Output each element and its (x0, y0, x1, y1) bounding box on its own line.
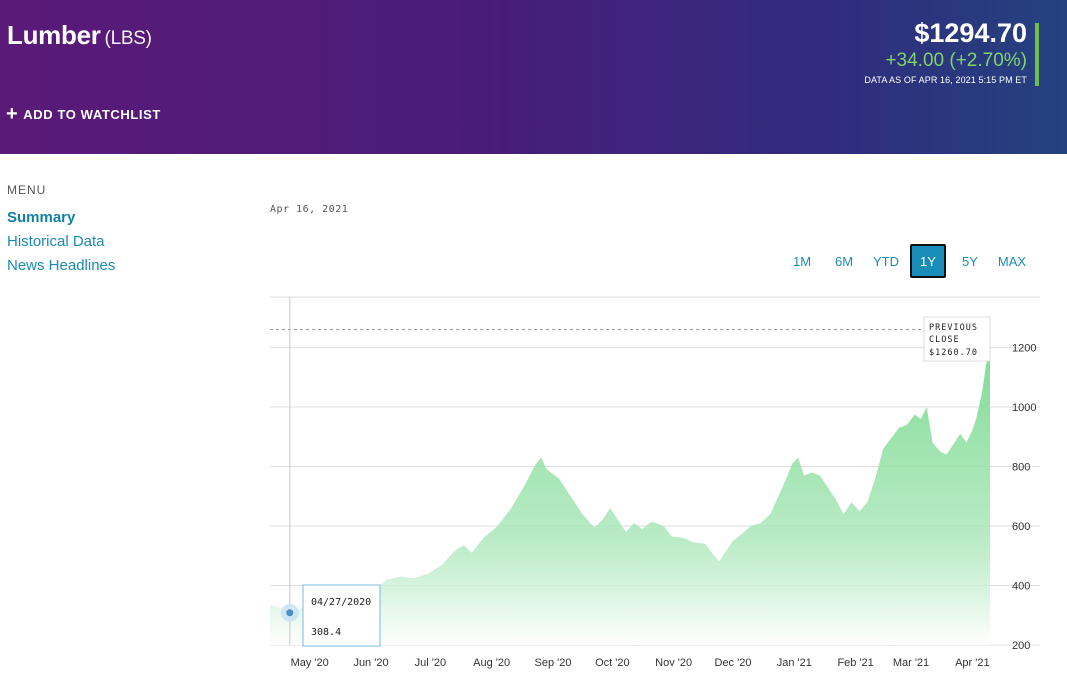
range-5y-button[interactable]: 5Y (962, 253, 978, 269)
tooltip-date: 04/27/2020 (311, 597, 371, 608)
range-ytd-button[interactable]: YTD (873, 253, 899, 269)
commodity-name: Lumber (7, 20, 101, 50)
commodity-title: Lumber (LBS) (7, 20, 152, 51)
x-tick-label: Dec '20 (715, 657, 752, 669)
menu-item-historical-data[interactable]: Historical Data (7, 233, 105, 250)
y-tick-label: 200 (1012, 640, 1030, 652)
previous-close-value: $1260.70 (929, 348, 978, 358)
range-6m-button[interactable]: 6M (834, 253, 854, 269)
menu-item-summary[interactable]: Summary (7, 209, 76, 226)
previous-close-label-line2: CLOSE (929, 335, 960, 345)
x-tick-label: May '20 (291, 657, 329, 669)
x-axis-ticks: May '20 Jun '20 Jul '20 Aug '20 Sep '20 Oct '… (291, 657, 990, 669)
y-tick-label: 1200 (1012, 343, 1036, 355)
y-axis-ticks: 200 400 600 800 1000 1200 (1012, 343, 1036, 652)
tooltip-box (302, 584, 381, 647)
plus-icon: + (6, 103, 19, 125)
y-tick-label: 800 (1012, 462, 1030, 474)
commodity-unit: (LBS) (104, 28, 152, 49)
range-selector: 1M 6M YTD 1Y 5Y MAX (784, 244, 1036, 278)
y-tick-label: 400 (1012, 581, 1030, 593)
previous-close-callout: PREVIOUS CLOSE $1260.70 (923, 316, 991, 362)
x-tick-label: Apr '21 (955, 657, 990, 669)
menu-item-news-headlines[interactable]: News Headlines (7, 257, 116, 274)
quote-accent-bar (1035, 23, 1039, 86)
x-tick-label: Nov '20 (655, 657, 692, 669)
x-tick-label: Aug '20 (473, 657, 510, 669)
add-to-watchlist-button[interactable]: + ADD TO WATCHLIST (6, 103, 161, 125)
chart-date: Apr 16, 2021 (270, 204, 349, 215)
previous-close-label: PREVIOUS CLOSE (929, 323, 984, 345)
hover-tooltip: 04/27/2020 308.4 (280, 584, 381, 647)
quote-header: Lumber (LBS) + ADD TO WATCHLIST $1294.70 … (0, 0, 1067, 154)
x-tick-label: Feb '21 (837, 657, 873, 669)
x-tick-label: Sep '20 (535, 657, 572, 669)
tooltip-value: 308.4 (311, 627, 341, 638)
quote-summary: $1294.70 +34.00 (+2.70%) DATA AS OF APR … (864, 18, 1027, 85)
x-tick-label: Oct '20 (595, 657, 630, 669)
data-as-of: DATA AS OF APR 16, 2021 5:15 PM ET (864, 75, 1027, 85)
previous-close-box (923, 316, 991, 362)
range-1m-button[interactable]: 1M (792, 253, 812, 269)
y-tick-label: 1000 (1012, 402, 1036, 414)
hover-point (286, 609, 294, 617)
last-price: $1294.70 (914, 18, 1027, 48)
previous-close-label-line1: PREVIOUS (929, 323, 978, 333)
x-tick-label: Jul '20 (415, 657, 446, 669)
watchlist-label: ADD TO WATCHLIST (23, 106, 161, 122)
x-tick-label: Jun '20 (353, 657, 388, 669)
range-max-button[interactable]: MAX (997, 253, 1027, 269)
price-change: +34.00 (+2.70%) (885, 50, 1027, 71)
x-tick-label: Mar '21 (893, 657, 929, 669)
menu-title: MENU (7, 183, 47, 197)
x-tick-label: Jan '21 (777, 657, 812, 669)
price-area-series (270, 346, 990, 645)
range-1y-button[interactable]: 1Y (910, 244, 946, 278)
y-tick-label: 600 (1012, 521, 1030, 533)
